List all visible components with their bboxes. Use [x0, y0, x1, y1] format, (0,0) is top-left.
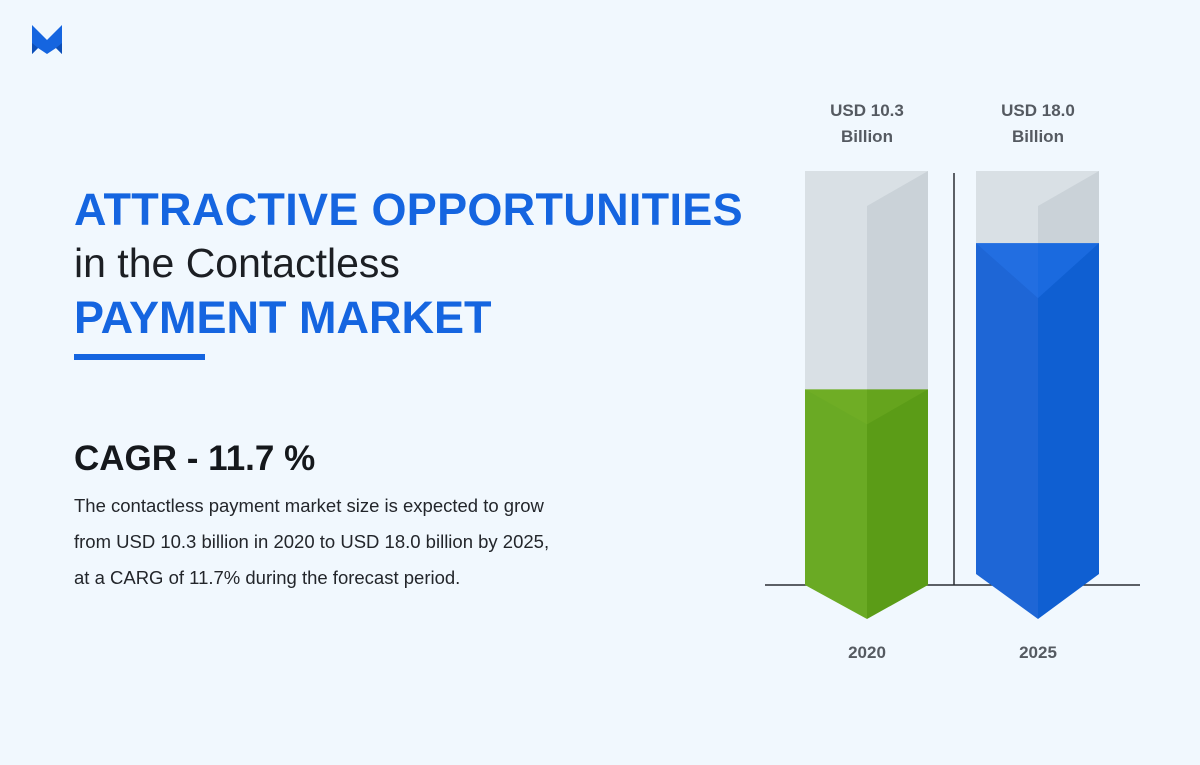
value-label-2025: USD 18.0 Billion [968, 98, 1108, 150]
description: The contactless payment market size is e… [74, 488, 654, 596]
value-label-line: USD 18.0 [1001, 101, 1075, 120]
bar-track-side-2020 [867, 171, 928, 390]
bar-2020 [805, 389, 867, 619]
value-label-2020: USD 10.3 Billion [797, 98, 937, 150]
value-label-line: Billion [841, 127, 893, 146]
description-line: from USD 10.3 billion in 2020 to USD 18.… [74, 531, 550, 552]
value-label-line: USD 10.3 [830, 101, 904, 120]
bar-side-2025 [1038, 243, 1099, 619]
heading-line-3: PAYMENT MARKET [74, 292, 492, 343]
bar-cap-2020 [805, 389, 928, 425]
cagr-title: CAGR - 11.7 % [74, 439, 316, 478]
heading-underline [74, 354, 205, 360]
bar-side-2020 [867, 389, 928, 619]
bar-cap-2025 [976, 243, 1099, 299]
brand-logo [32, 25, 62, 54]
description-line: at a CARG of 11.7% during the forecast p… [74, 567, 461, 588]
bar-2025 [976, 243, 1038, 619]
x-tick-2025: 2025 [1019, 643, 1057, 662]
bar-track-side-2025 [1038, 171, 1099, 244]
heading-line-2: in the Contactless [74, 240, 400, 286]
x-tick-2020: 2020 [848, 643, 886, 662]
description-line: The contactless payment market size is e… [74, 495, 544, 516]
value-label-line: Billion [1012, 127, 1064, 146]
heading-line-1: ATTRACTIVE OPPORTUNITIES [74, 184, 743, 235]
